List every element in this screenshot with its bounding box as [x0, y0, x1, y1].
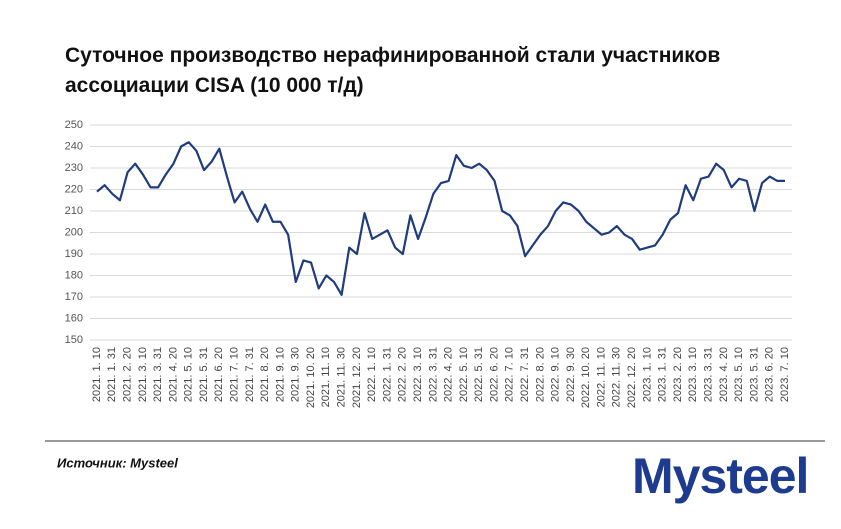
x-tick-label: 2022. 4. 20: [443, 347, 455, 402]
x-tick-label: 2022. 9. 30: [565, 347, 577, 402]
y-tick-label: 160: [65, 312, 83, 324]
x-tick-label: 2021. 9. 10: [274, 347, 286, 402]
x-tick-label: 2021. 9. 30: [290, 347, 302, 402]
x-tick-label: 2021. 3. 10: [137, 347, 149, 402]
x-tick-label: 2022. 9. 10: [550, 347, 562, 402]
x-tick-label: 2021. 8. 20: [259, 347, 271, 402]
y-tick-label: 230: [65, 162, 83, 174]
y-tick-label: 200: [65, 226, 83, 238]
x-tick-label: 2021. 11. 30: [336, 347, 348, 407]
x-tick-label: 2022. 7. 31: [519, 347, 531, 402]
x-tick-label: 2022. 10. 20: [580, 347, 592, 408]
y-tick-label: 190: [65, 248, 83, 260]
x-tick-label: 2021. 2. 20: [121, 347, 133, 402]
x-tick-label: 2021. 1. 10: [91, 347, 103, 402]
x-tick-label: 2022. 12. 20: [626, 347, 638, 408]
x-tick-label: 2022. 11. 10: [595, 347, 607, 407]
x-tick-label: 2021. 4. 20: [167, 347, 179, 402]
x-tick-label: 2022. 3. 31: [427, 347, 439, 402]
x-tick-label: 2022. 6. 20: [488, 347, 500, 402]
logo: Mysteel: [632, 448, 808, 504]
x-tick-label: 2022. 1. 10: [366, 347, 378, 402]
x-tick-label: 2023. 1. 10: [641, 347, 653, 402]
x-tick-label: 2023. 3. 10: [687, 347, 699, 402]
x-tick-label: 2021. 5. 10: [183, 347, 195, 402]
x-tick-label: 2023. 2. 20: [672, 347, 684, 402]
x-tick-label: 2022. 11. 30: [611, 347, 623, 407]
y-tick-label: 220: [65, 183, 83, 195]
y-tick-label: 240: [65, 140, 83, 152]
y-tick-label: 250: [65, 119, 83, 131]
x-tick-label: 2022. 5. 31: [473, 347, 485, 402]
x-tick-label: 2021. 12. 20: [351, 347, 363, 408]
x-tick-label: 2021. 11. 10: [320, 347, 332, 407]
data-line: [96, 141, 785, 296]
x-tick-label: 2023. 6. 20: [764, 347, 776, 402]
x-tick-label: 2023. 4. 20: [718, 347, 730, 402]
y-tick-label: 210: [65, 205, 83, 217]
x-tick-label: 2021. 7. 31: [244, 347, 256, 402]
x-tick-label: 2022. 1. 31: [381, 347, 393, 402]
x-tick-label: 2022. 2. 20: [397, 347, 409, 402]
x-tick-label: 2022. 8. 20: [534, 347, 546, 402]
x-tick-label: 2023. 5. 10: [733, 347, 745, 402]
source: Источник: Mysteel: [57, 455, 178, 470]
y-tick-label: 180: [65, 269, 83, 281]
x-tick-label: 2023. 7. 10: [779, 347, 791, 402]
x-tick-label: 2023. 3. 31: [702, 347, 714, 402]
x-tick-label: 2021. 1. 31: [106, 347, 118, 402]
chart-title: Суточное производство нерафинированной с…: [65, 44, 720, 97]
x-tick-label: 2023. 5. 31: [748, 347, 760, 402]
y-tick-label: 170: [65, 291, 83, 303]
x-tick-label: 2021. 10. 20: [305, 347, 317, 408]
x-tick-label: 2021. 7. 10: [229, 347, 241, 402]
x-tick-label: 2021. 6. 20: [213, 347, 225, 402]
x-tick-label: 2021. 3. 31: [152, 347, 164, 402]
x-tick-label: 2022. 5. 10: [458, 347, 470, 402]
y-tick-label: 150: [65, 334, 83, 346]
x-tick-label: 2022. 3. 10: [412, 347, 424, 402]
x-tick-label: 2022. 7. 10: [504, 347, 516, 402]
x-tick-label: 2023. 1. 31: [657, 347, 669, 402]
x-tick-label: 2021. 5. 31: [198, 347, 210, 402]
